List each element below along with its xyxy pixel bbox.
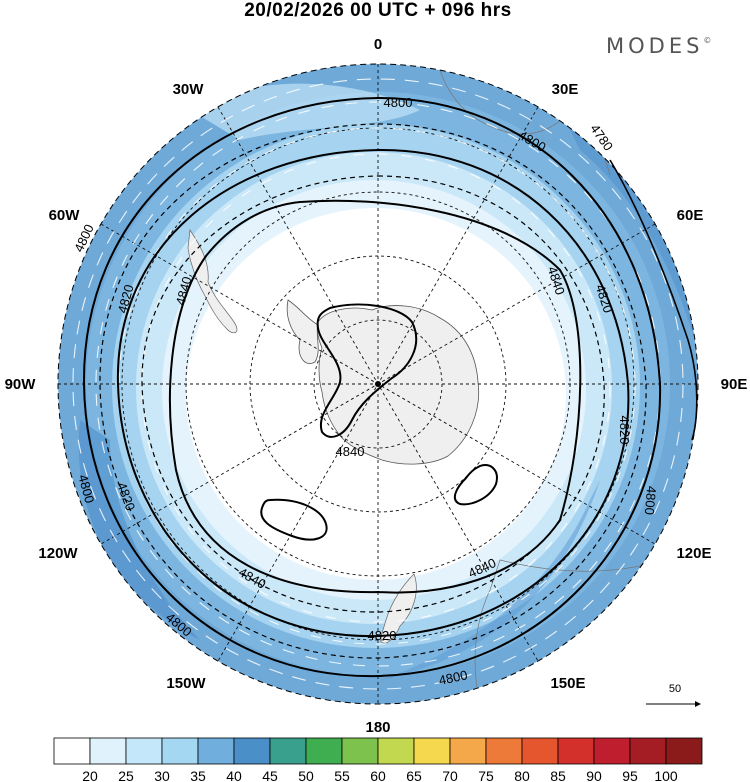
colorbar-tick-label: 60 bbox=[370, 768, 386, 782]
lon-label-180: 180 bbox=[365, 719, 390, 736]
colorbar-swatch bbox=[269, 737, 307, 765]
copyright-mark: © bbox=[703, 36, 712, 45]
colorbar-tick-label: 90 bbox=[586, 768, 602, 782]
south-pole-marker bbox=[375, 381, 381, 387]
lon-label-150e: 150E bbox=[550, 675, 585, 692]
map-border bbox=[57, 63, 699, 705]
longitude-labels: 0 30E 60E 90E 120E 150E 180 150W 120W 90… bbox=[5, 36, 748, 736]
colorbar-swatch bbox=[377, 737, 415, 765]
colorbar-tick-label: 70 bbox=[442, 768, 458, 782]
colorbar-tick-label: 50 bbox=[298, 768, 314, 782]
colorbar-swatch bbox=[341, 737, 379, 765]
contour-label: 4800 bbox=[437, 667, 468, 688]
chart-title: 20/02/2026 00 UTC + 096 hrs bbox=[244, 0, 512, 21]
antarctic-peninsula bbox=[286, 299, 319, 364]
south-america-tip bbox=[187, 229, 238, 334]
colorbar-swatch bbox=[521, 737, 559, 765]
colorbar-swatch bbox=[233, 737, 271, 765]
colorbar-swatch bbox=[557, 737, 595, 765]
lon-label-30w: 30W bbox=[173, 81, 205, 98]
lon-label-120w: 120W bbox=[38, 545, 78, 562]
colorbar-tick-label: 25 bbox=[118, 768, 134, 782]
contour-label: 4840 bbox=[173, 275, 195, 307]
contour-label: 4820 bbox=[115, 283, 137, 315]
colorbar-tick-label: 35 bbox=[190, 768, 206, 782]
reference-vector-label: 50 bbox=[669, 683, 681, 695]
height-contours-dashed bbox=[99, 123, 647, 659]
colorbar-swatch bbox=[305, 737, 343, 765]
colorbar: 20 25 30 35 40 45 50 55 60 65 70 75 80 85 90 95 100 bbox=[53, 737, 703, 782]
contour-label: 4840 bbox=[336, 444, 365, 459]
colorbar-tick-label: 40 bbox=[226, 768, 242, 782]
contour-label: 4820 bbox=[368, 628, 397, 643]
colorbar-tick-label: 95 bbox=[622, 768, 638, 782]
colorbar-swatch bbox=[413, 737, 451, 765]
colorbar-tick-label: 75 bbox=[478, 768, 494, 782]
contour-label: 4800 bbox=[642, 485, 659, 515]
colorbar-tick-label: 55 bbox=[334, 768, 350, 782]
colorbar-tick-label: 45 bbox=[262, 768, 278, 782]
colorbar-swatch bbox=[449, 737, 487, 765]
contour-label: 4800 bbox=[384, 95, 413, 110]
colorbar-swatch bbox=[665, 737, 703, 765]
colorbar-tick-label: 30 bbox=[154, 768, 170, 782]
colorbar-tick-label: 80 bbox=[514, 768, 530, 782]
colorbar-tick-label: 100 bbox=[654, 768, 678, 782]
lon-label-150w: 150W bbox=[166, 675, 206, 692]
africa-coast bbox=[439, 69, 571, 135]
colorbar-swatch bbox=[629, 737, 667, 765]
contour-4840-cut-off-east bbox=[453, 464, 498, 506]
antarctica-landmass bbox=[316, 305, 480, 465]
brand-name: MODES bbox=[606, 34, 704, 58]
lon-label-60e: 60E bbox=[677, 207, 704, 224]
colorbar-tick-label: 65 bbox=[406, 768, 422, 782]
contour-4840-pole bbox=[316, 303, 418, 438]
colorbar-swatch bbox=[89, 737, 127, 765]
colorbar-tick-label: 85 bbox=[550, 768, 566, 782]
contour-4840 bbox=[168, 199, 582, 594]
contour-label: 4820 bbox=[617, 416, 632, 445]
lon-label-90w: 90W bbox=[5, 376, 37, 393]
colorbar-swatch bbox=[485, 737, 523, 765]
lon-label-60w: 60W bbox=[49, 207, 81, 224]
colorbar-swatch bbox=[593, 737, 631, 765]
contour-4840-cut-off-west bbox=[260, 498, 328, 541]
contour-4820 bbox=[116, 148, 630, 638]
brand-logo: MODES© bbox=[606, 34, 711, 58]
colorbar-swatch bbox=[53, 737, 91, 765]
colorbar-tick-label: 20 bbox=[82, 768, 98, 782]
contour-4810 bbox=[99, 123, 647, 659]
lon-label-90e: 90E bbox=[721, 376, 748, 393]
reference-vector: 50 bbox=[646, 683, 701, 707]
contour-4800 bbox=[82, 96, 662, 678]
lon-label-30e: 30E bbox=[552, 81, 579, 98]
lon-label-120e: 120E bbox=[676, 545, 711, 562]
colorbar-swatch bbox=[197, 737, 235, 765]
colorbar-swatch bbox=[125, 737, 163, 765]
colorbar-swatch bbox=[161, 737, 199, 765]
contour-label: 4800 bbox=[75, 473, 97, 505]
height-contours bbox=[82, 96, 698, 678]
lon-label-0: 0 bbox=[374, 36, 382, 53]
contour-4780 bbox=[609, 159, 698, 441]
